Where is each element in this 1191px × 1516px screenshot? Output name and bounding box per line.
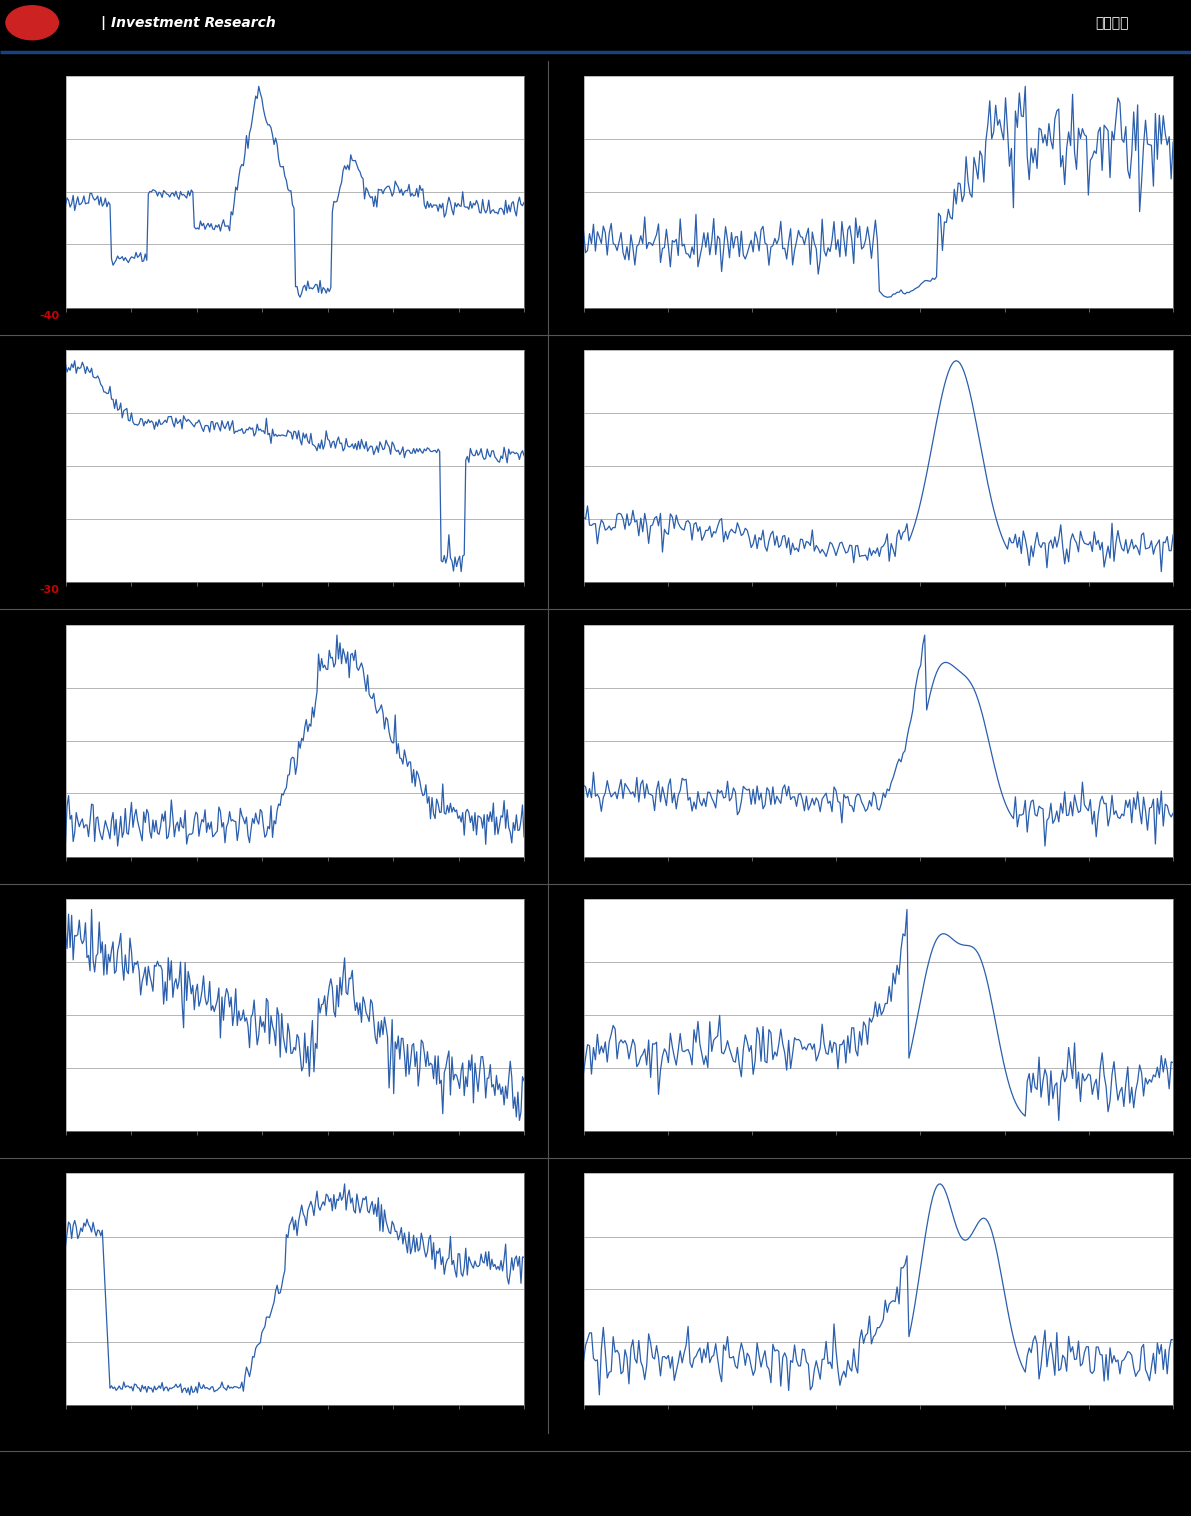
- Text: -30: -30: [39, 585, 60, 596]
- Circle shape: [6, 6, 58, 39]
- Text: 估値周报: 估値周报: [1096, 15, 1129, 30]
- Text: | Investment Research: | Investment Research: [101, 15, 276, 30]
- Text: -40: -40: [39, 311, 60, 321]
